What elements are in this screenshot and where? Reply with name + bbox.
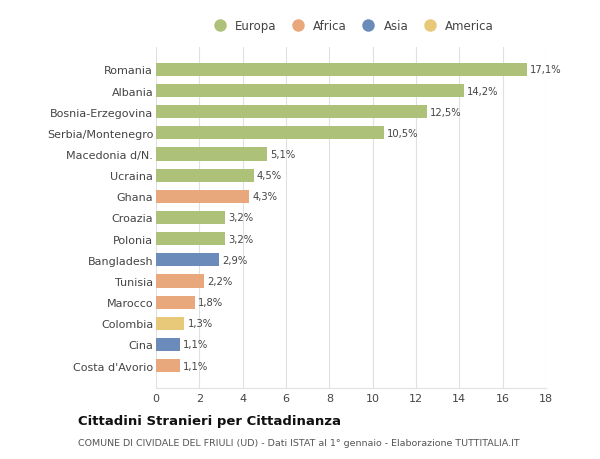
Bar: [156, 64, 527, 77]
Bar: [156, 275, 203, 288]
Text: 3,2%: 3,2%: [229, 234, 254, 244]
Text: 1,1%: 1,1%: [183, 361, 208, 371]
Bar: [156, 127, 383, 140]
Text: 12,5%: 12,5%: [430, 107, 462, 118]
Text: 17,1%: 17,1%: [530, 65, 562, 75]
Text: 1,8%: 1,8%: [198, 297, 223, 308]
Bar: [156, 169, 254, 182]
Bar: [156, 190, 249, 203]
Bar: [156, 338, 180, 351]
Bar: [156, 85, 464, 98]
Bar: [156, 106, 427, 119]
Text: Cittadini Stranieri per Cittadinanza: Cittadini Stranieri per Cittadinanza: [78, 414, 341, 428]
Text: 4,5%: 4,5%: [257, 171, 282, 181]
Text: 2,9%: 2,9%: [222, 255, 247, 265]
Bar: [156, 233, 226, 246]
Text: 2,2%: 2,2%: [207, 276, 232, 286]
Text: 4,3%: 4,3%: [253, 192, 277, 202]
Text: 5,1%: 5,1%: [270, 150, 295, 160]
Bar: [156, 317, 184, 330]
Text: COMUNE DI CIVIDALE DEL FRIULI (UD) - Dati ISTAT al 1° gennaio - Elaborazione TUT: COMUNE DI CIVIDALE DEL FRIULI (UD) - Dat…: [78, 438, 520, 447]
Text: 3,2%: 3,2%: [229, 213, 254, 223]
Legend: Europa, Africa, Asia, America: Europa, Africa, Asia, America: [203, 15, 499, 38]
Text: 10,5%: 10,5%: [387, 129, 418, 139]
Bar: [156, 148, 266, 161]
Bar: [156, 296, 195, 309]
Bar: [156, 359, 180, 372]
Text: 1,1%: 1,1%: [183, 340, 208, 350]
Bar: [156, 254, 219, 267]
Text: 1,3%: 1,3%: [187, 319, 212, 329]
Text: 14,2%: 14,2%: [467, 86, 499, 96]
Bar: [156, 212, 226, 224]
